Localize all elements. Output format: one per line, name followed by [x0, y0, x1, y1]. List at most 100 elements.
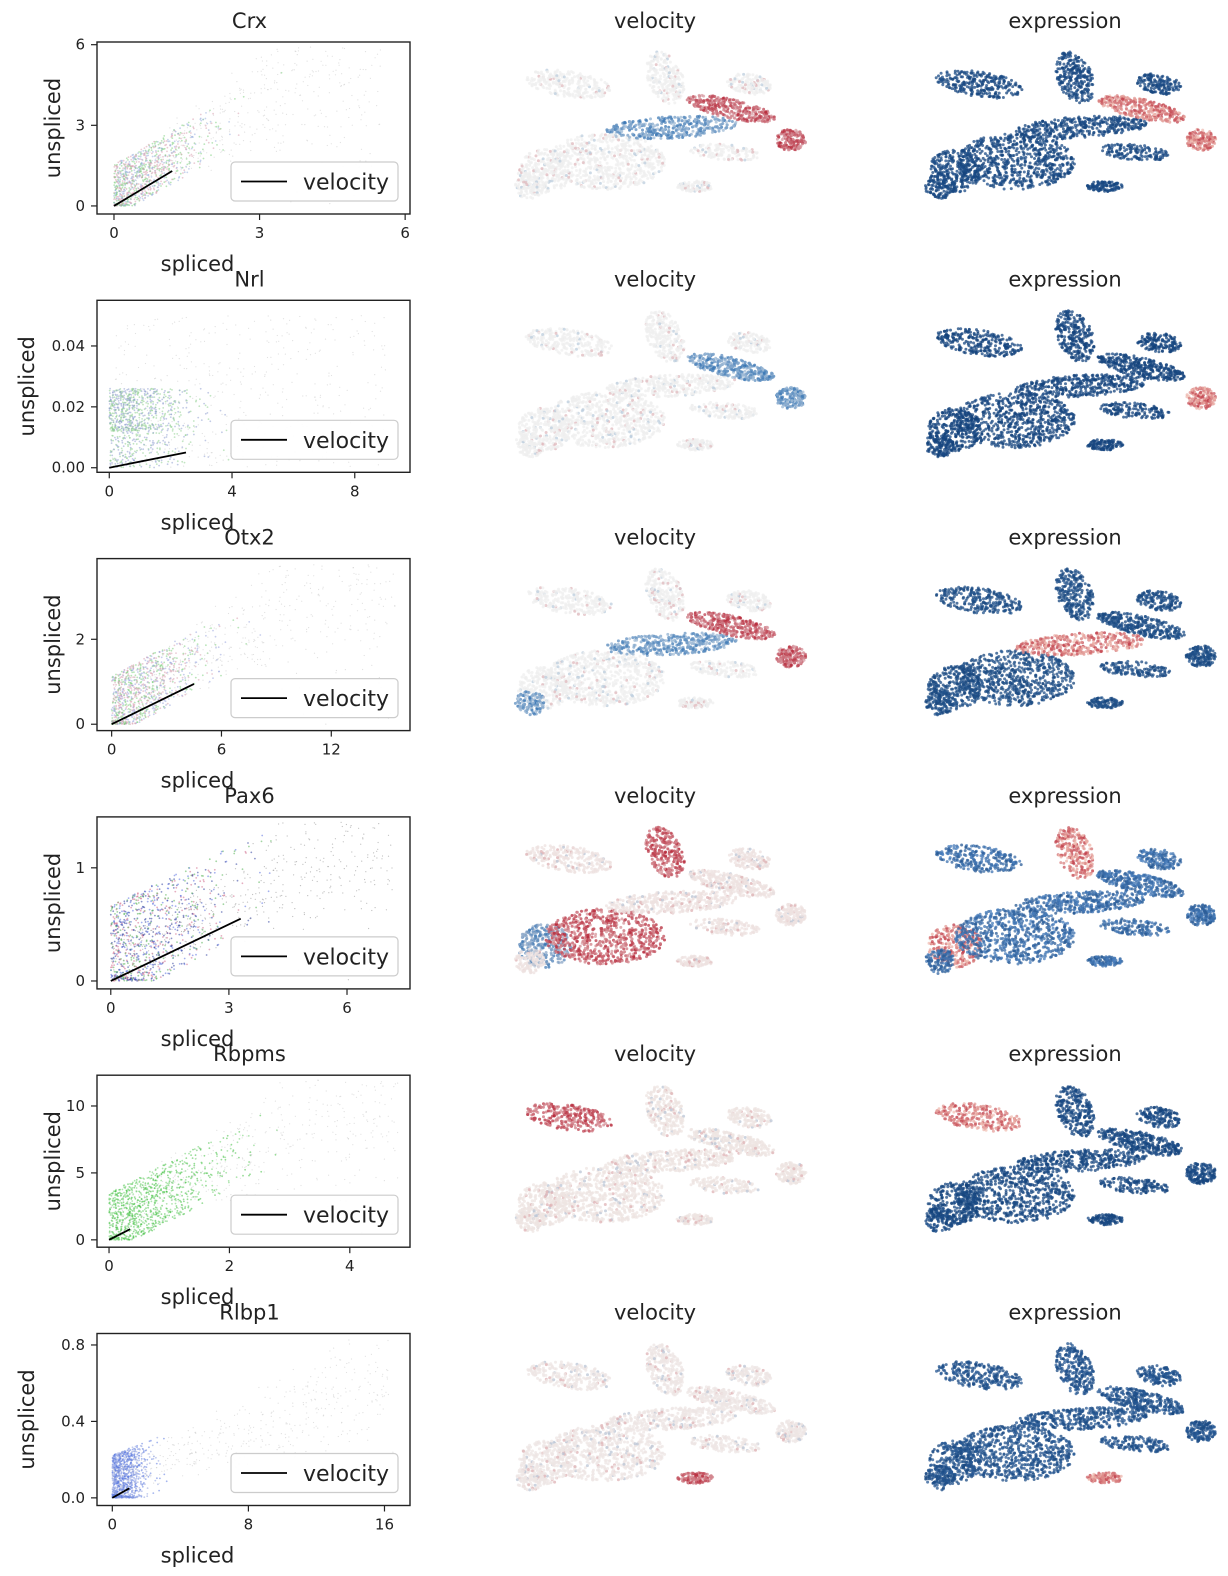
scatter-point: [265, 464, 266, 465]
scatter-point: [131, 205, 133, 207]
scatter-point: [163, 418, 165, 420]
scatter-point: [366, 125, 367, 126]
scatter-point: [118, 188, 119, 189]
scatter-point: [121, 415, 123, 417]
scatter-point: [258, 112, 259, 113]
scatter-point: [369, 101, 370, 102]
scatter-point: [113, 202, 115, 204]
scatter-point: [131, 180, 133, 182]
scatter-point: [196, 379, 197, 380]
scatter-point: [159, 171, 160, 172]
scatter-point: [282, 113, 283, 114]
scatter-point: [319, 351, 320, 352]
scatter-point: [198, 158, 199, 159]
scatter-point: [307, 108, 308, 109]
scatter-point: [175, 412, 177, 414]
scatter-point: [156, 389, 158, 391]
scatter-point: [170, 402, 172, 404]
scatter-point: [184, 171, 186, 173]
scatter-point: [261, 71, 262, 72]
scatter-point: [121, 183, 122, 184]
scatter-point: [382, 387, 383, 388]
scatter-point: [188, 131, 190, 133]
scatter-point: [192, 398, 193, 399]
scatter-point: [270, 320, 271, 321]
scatter-point: [177, 460, 179, 462]
scatter-point: [298, 50, 299, 51]
scatter-point: [314, 413, 315, 414]
scatter-point: [152, 432, 154, 434]
scatter-point: [377, 54, 378, 55]
scatter-point: [136, 429, 138, 431]
scatter-point: [132, 392, 134, 394]
scatter-point: [143, 163, 145, 165]
scatter-point: [184, 147, 185, 148]
scatter-point: [168, 405, 170, 407]
scatter-point: [264, 75, 265, 76]
scatter-point: [115, 459, 116, 460]
scatter-point: [168, 451, 170, 453]
scatter-point: [115, 425, 117, 427]
scatter-point: [122, 420, 124, 422]
scatter-point: [370, 78, 371, 79]
scatter-point: [213, 137, 214, 138]
scatter-point: [149, 152, 150, 153]
scatter-point: [169, 414, 171, 416]
scatter-point: [176, 433, 178, 435]
scatter-point: [218, 363, 219, 364]
scatter-point: [140, 154, 142, 156]
scatter-point: [174, 408, 176, 410]
scatter-point: [123, 397, 125, 399]
scatter-point: [325, 65, 326, 66]
scatter-point: [111, 403, 113, 405]
scatter-point: [154, 388, 156, 390]
scatter-point: [120, 205, 122, 207]
scatter-point: [329, 135, 330, 136]
scatter-point: [211, 142, 213, 144]
scatter-point: [129, 402, 131, 404]
scatter-point: [215, 326, 216, 327]
scatter-point: [289, 334, 290, 335]
scatter-point: [140, 152, 142, 154]
scatter-point: [138, 425, 140, 427]
scatter-point: [276, 461, 277, 462]
scatter-point: [134, 324, 135, 325]
scatter-point: [271, 54, 272, 55]
scatter-point: [173, 417, 175, 419]
scatter-point: [365, 321, 366, 322]
scatter-point: [312, 70, 313, 71]
scatter-point: [352, 125, 353, 126]
scatter-point: [304, 124, 305, 125]
scatter-point: [213, 108, 214, 109]
scatter-point: [163, 451, 165, 453]
scatter-point: [142, 404, 144, 406]
scatter-point: [136, 450, 138, 452]
scatter-point: [125, 392, 127, 394]
scatter-point: [264, 88, 265, 89]
scatter-point: [367, 382, 368, 383]
scatter-point: [164, 162, 165, 163]
scatter-point: [160, 157, 161, 158]
scatter-point: [295, 51, 296, 52]
scatter-point: [145, 158, 147, 160]
scatter-point: [142, 150, 144, 152]
scatter-point: [118, 395, 120, 397]
scatter-point: [155, 460, 157, 462]
scatter-point: [165, 177, 167, 179]
scatter-point: [167, 139, 169, 141]
scatter-point: [280, 72, 281, 73]
scatter-point: [276, 465, 277, 466]
scatter-point: [185, 448, 187, 450]
scatter-point: [214, 157, 215, 158]
scatter-point: [169, 140, 171, 142]
scatter-point: [243, 368, 244, 369]
scatter-point: [252, 134, 253, 135]
scatter-point: [186, 407, 188, 409]
scatter-point: [126, 436, 127, 437]
scatter-point: [124, 350, 125, 351]
scatter-point: [226, 416, 227, 417]
scatter-point: [141, 418, 143, 420]
scatter-point: [147, 388, 149, 390]
scatter-point: [193, 155, 194, 156]
